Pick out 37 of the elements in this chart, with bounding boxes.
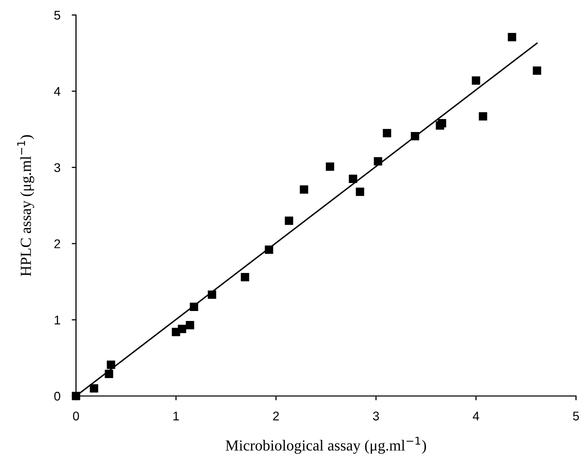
point (478, 112, 488, 121)
point (438, 119, 446, 128)
point (186, 320, 194, 330)
y-axis-title: HPLC assay (μg.ml$^{−1}$) (17, 135, 34, 276)
point (178, 324, 186, 334)
point (374, 157, 382, 166)
x-tick-label: 5 (573, 412, 579, 420)
point (106, 360, 116, 369)
y-tick-label: 3 (54, 163, 60, 172)
point (356, 188, 364, 196)
point (532, 66, 542, 75)
point (72, 392, 80, 400)
point (472, 76, 480, 85)
point (190, 302, 198, 312)
x-tick-label: 1 (173, 412, 179, 420)
point (240, 272, 250, 282)
point (264, 246, 274, 254)
point (300, 185, 308, 194)
point (382, 128, 392, 138)
point (104, 370, 114, 378)
x-tick-label: 2 (273, 412, 279, 420)
y-tick-label: 1 (54, 316, 60, 324)
y-tick-label: 2 (54, 239, 60, 248)
point (284, 216, 294, 225)
x-axis-title: Microbiological assay (μg.ml$^{−1}$) (226, 436, 426, 454)
point (326, 162, 334, 171)
y-tick-label: 5 (54, 10, 60, 20)
y-tick-label: 4 (54, 87, 60, 96)
x-tick-label: 3 (373, 412, 379, 420)
point (90, 384, 98, 393)
y-tick-label: 0 (54, 392, 60, 401)
point (208, 290, 216, 299)
x-tick-label: 4 (472, 412, 480, 420)
point (348, 174, 358, 183)
point (410, 132, 420, 140)
point (508, 32, 516, 42)
x-tick-label: 0 (73, 412, 79, 420)
